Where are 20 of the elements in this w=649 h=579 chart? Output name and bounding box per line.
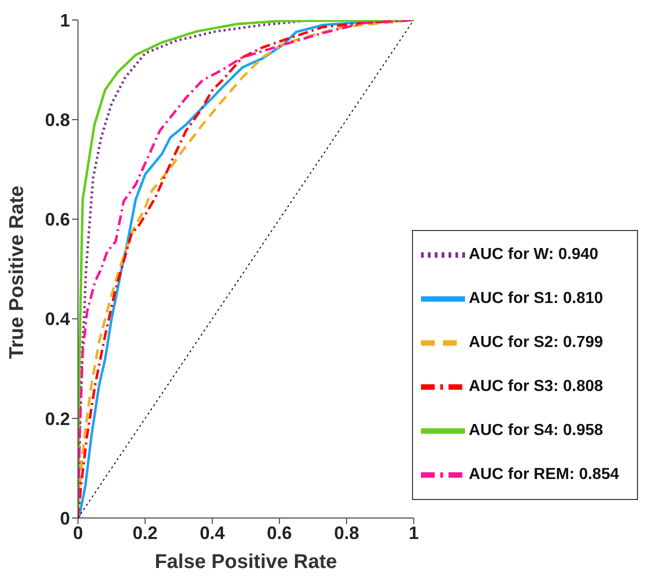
x-tick-label: 0.6 [266, 522, 292, 543]
legend-label: AUC for S1: 0.810 [468, 290, 604, 308]
x-tick-label: 1 [408, 522, 419, 543]
x-tick-label: 0.2 [132, 522, 158, 543]
x-axis-title: False Positive Rate [154, 551, 338, 573]
x-tick-label: 0.8 [334, 522, 360, 543]
x-tick-label: 0.4 [200, 522, 225, 543]
legend-label: AUC for S4: 0.958 [468, 422, 604, 440]
legend-label: AUC for S3: 0.808 [468, 378, 604, 396]
y-tick-label: 0.2 [44, 408, 70, 429]
legend-label: AUC for S2: 0.799 [468, 334, 604, 352]
legend-label: AUC for W: 0.940 [468, 246, 598, 264]
x-tick-label: 0 [72, 522, 84, 543]
y-tick-label: 1 [60, 10, 70, 30]
y-axis-title: True Positive Rate [6, 186, 28, 359]
y-tick-label: 0 [60, 508, 70, 528]
y-tick-label: 0.4 [44, 309, 70, 330]
y-tick-label: 0.8 [44, 110, 70, 130]
legend-label: AUC for REM: 0.854 [468, 466, 619, 484]
y-tick-label: 0.6 [44, 210, 70, 230]
